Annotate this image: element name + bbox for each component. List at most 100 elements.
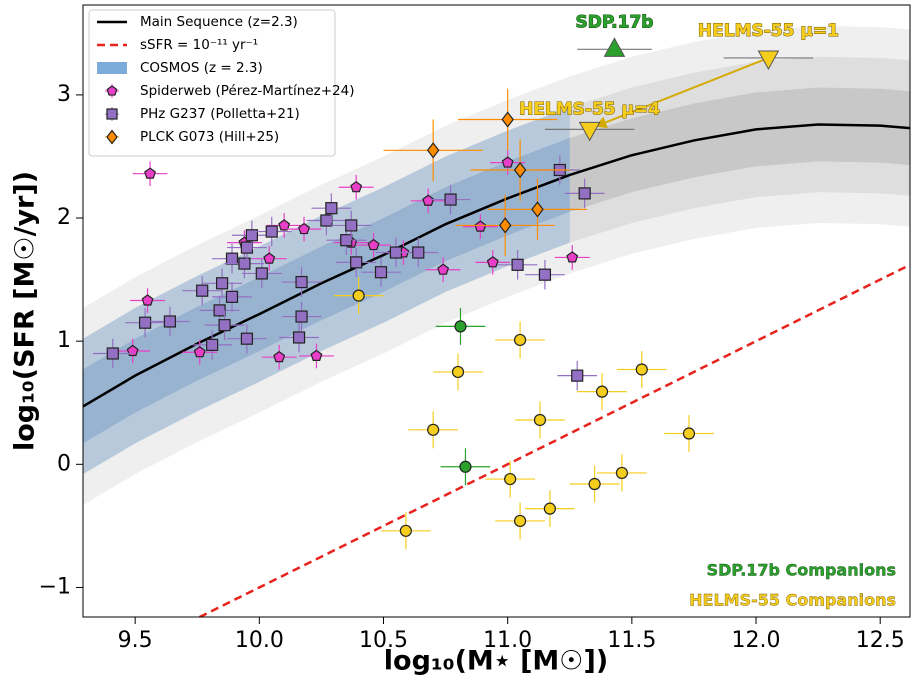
data-point <box>531 201 544 218</box>
x-tick-label: 12.0 <box>732 628 781 653</box>
legend-marker <box>106 129 118 145</box>
y-axis-label: log₁₀(SFR [M☉/yr]) <box>10 171 41 451</box>
data-point <box>206 338 219 351</box>
data-point <box>310 349 323 361</box>
y-tick-label: 0 <box>57 451 71 476</box>
data-point <box>427 423 440 436</box>
data-point <box>278 219 291 231</box>
data-point <box>340 234 353 247</box>
data-point <box>422 194 435 206</box>
data-point <box>225 252 239 265</box>
lensing-arrow <box>594 57 769 128</box>
data-point <box>513 514 527 528</box>
data-point <box>295 275 308 289</box>
target-label: HELMS-55 μ=4 <box>519 99 660 119</box>
data-point <box>615 466 629 480</box>
data-point <box>240 332 254 345</box>
legend-swatch <box>97 62 127 74</box>
x-tick-label: 9.5 <box>118 628 153 653</box>
data-point <box>263 252 276 264</box>
data-point <box>215 277 229 290</box>
data-point <box>566 251 579 263</box>
data-point <box>325 202 338 215</box>
data-point <box>138 316 152 329</box>
data-point <box>543 502 556 515</box>
data-point <box>265 225 278 238</box>
data-point <box>513 333 527 347</box>
y-tick-label: 1 <box>57 328 71 353</box>
data-point <box>374 266 388 279</box>
x-tick-label: 10.5 <box>359 628 408 653</box>
ms-scatter-band <box>83 87 910 444</box>
data-point <box>571 369 584 382</box>
data-point <box>298 222 310 235</box>
data-point <box>412 246 425 259</box>
data-point <box>511 258 524 271</box>
x-tick-label: 10.0 <box>235 628 284 653</box>
data-point <box>437 263 450 275</box>
companion-label: SDP.17b Companions <box>707 561 896 580</box>
data-point <box>163 315 177 328</box>
data-point <box>444 193 457 206</box>
data-point <box>350 181 363 193</box>
data-point <box>225 290 239 303</box>
x-tick-label: 11.0 <box>483 628 532 653</box>
data-point <box>588 477 601 491</box>
x-tick-label: 11.5 <box>607 628 656 653</box>
data-point <box>345 219 358 232</box>
data-point <box>538 268 552 281</box>
data-point <box>144 167 156 179</box>
target-marker <box>757 50 780 70</box>
data-point <box>320 214 333 227</box>
legend-marker <box>106 85 118 96</box>
data-point <box>454 320 467 333</box>
data-point <box>533 413 547 427</box>
data-point <box>292 331 306 344</box>
data-point <box>498 217 512 234</box>
data-point <box>513 161 527 179</box>
y-tick-label: 2 <box>57 205 71 230</box>
legend-label: COSMOS (z = 2.3) <box>140 60 263 76</box>
data-point <box>451 365 465 379</box>
target-label: HELMS-55 μ=1 <box>698 21 839 41</box>
data-point <box>578 187 591 200</box>
data-point <box>238 257 251 270</box>
data-point <box>193 346 206 358</box>
ssfr-line <box>196 263 910 617</box>
legend-label: PHz G237 (Polletta+21) <box>140 106 300 122</box>
companion-label: HELMS-55 Companions <box>689 591 896 610</box>
main-sequence-curve <box>83 123 910 408</box>
data-point <box>474 220 487 232</box>
legend-label: Spiderweb (Pérez-Martínez+24) <box>140 83 355 99</box>
data-point <box>426 142 440 159</box>
data-point <box>295 310 308 323</box>
data-point <box>352 289 365 302</box>
data-point <box>213 304 226 317</box>
data-point <box>367 238 380 251</box>
legend-box <box>88 9 336 157</box>
data-point <box>486 256 499 268</box>
data-point <box>399 524 412 537</box>
data-point <box>459 460 472 473</box>
data-point <box>245 229 258 242</box>
legend-label: sSFR = 10⁻¹¹ yr⁻¹ <box>140 37 258 53</box>
legend-marker <box>106 108 118 120</box>
data-point <box>141 294 154 306</box>
data-point <box>504 472 517 486</box>
data-point <box>635 363 648 376</box>
data-point <box>273 350 286 363</box>
target-marker <box>603 37 626 57</box>
axes-frame <box>82 4 911 618</box>
data-point <box>501 156 514 168</box>
data-point <box>595 385 609 398</box>
y-tick-label: −1 <box>39 574 71 599</box>
legend-label: Main Sequence (z=2.3) <box>140 14 298 30</box>
target-marker <box>578 121 601 142</box>
cosmos-density-core <box>83 137 570 444</box>
data-point <box>218 319 231 332</box>
data-point <box>255 267 268 280</box>
data-point <box>350 256 363 269</box>
data-point <box>240 241 254 254</box>
legend-label: PLCK G073 (Hill+25) <box>140 129 279 145</box>
y-tick-label: 3 <box>57 82 71 107</box>
